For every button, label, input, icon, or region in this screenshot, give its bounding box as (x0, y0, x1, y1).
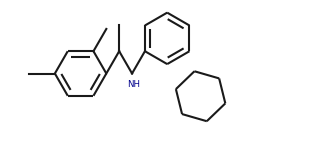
Text: NH: NH (127, 80, 140, 89)
